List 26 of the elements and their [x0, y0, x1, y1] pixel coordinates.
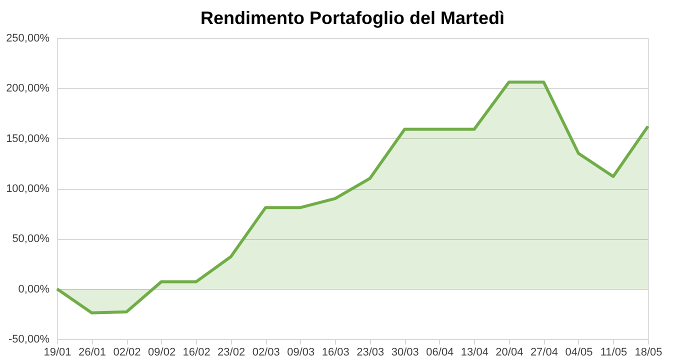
- x-tick-label: 27/04: [530, 346, 558, 358]
- y-tick-label: 200,00%: [6, 82, 50, 95]
- x-tick-label: 20/04: [496, 346, 524, 358]
- x-tick-label: 02/03: [252, 346, 280, 358]
- x-tick-label: 04/05: [565, 346, 593, 358]
- x-tick-label: 23/03: [356, 346, 384, 358]
- chart-title: Rendimento Portafoglio del Martedì: [200, 8, 505, 28]
- y-tick-label: 50,00%: [12, 233, 50, 246]
- x-tick-label: 09/02: [148, 346, 176, 358]
- x-tick-label: 16/02: [182, 346, 210, 358]
- x-tick-label: 19/01: [44, 346, 72, 358]
- x-tick-label: 02/02: [113, 346, 141, 358]
- x-tick-label: 06/04: [426, 346, 454, 358]
- x-tick-label: 09/03: [287, 346, 315, 358]
- x-tick-label: 23/02: [218, 346, 246, 358]
- y-tick-label: 0,00%: [18, 283, 50, 296]
- x-tick-label: 13/04: [460, 346, 488, 358]
- x-tick-label: 11/05: [600, 346, 628, 358]
- y-tick-label: 150,00%: [6, 132, 50, 145]
- y-tick-label: -50,00%: [8, 334, 50, 346]
- x-tick-label: 18/05: [634, 346, 662, 358]
- x-tick-label: 26/01: [78, 346, 106, 358]
- y-tick-label: 100,00%: [6, 183, 50, 195]
- x-tick-label: 30/03: [391, 346, 419, 358]
- x-tick-label: 16/03: [322, 346, 350, 358]
- y-tick-label: 250,00%: [6, 32, 50, 44]
